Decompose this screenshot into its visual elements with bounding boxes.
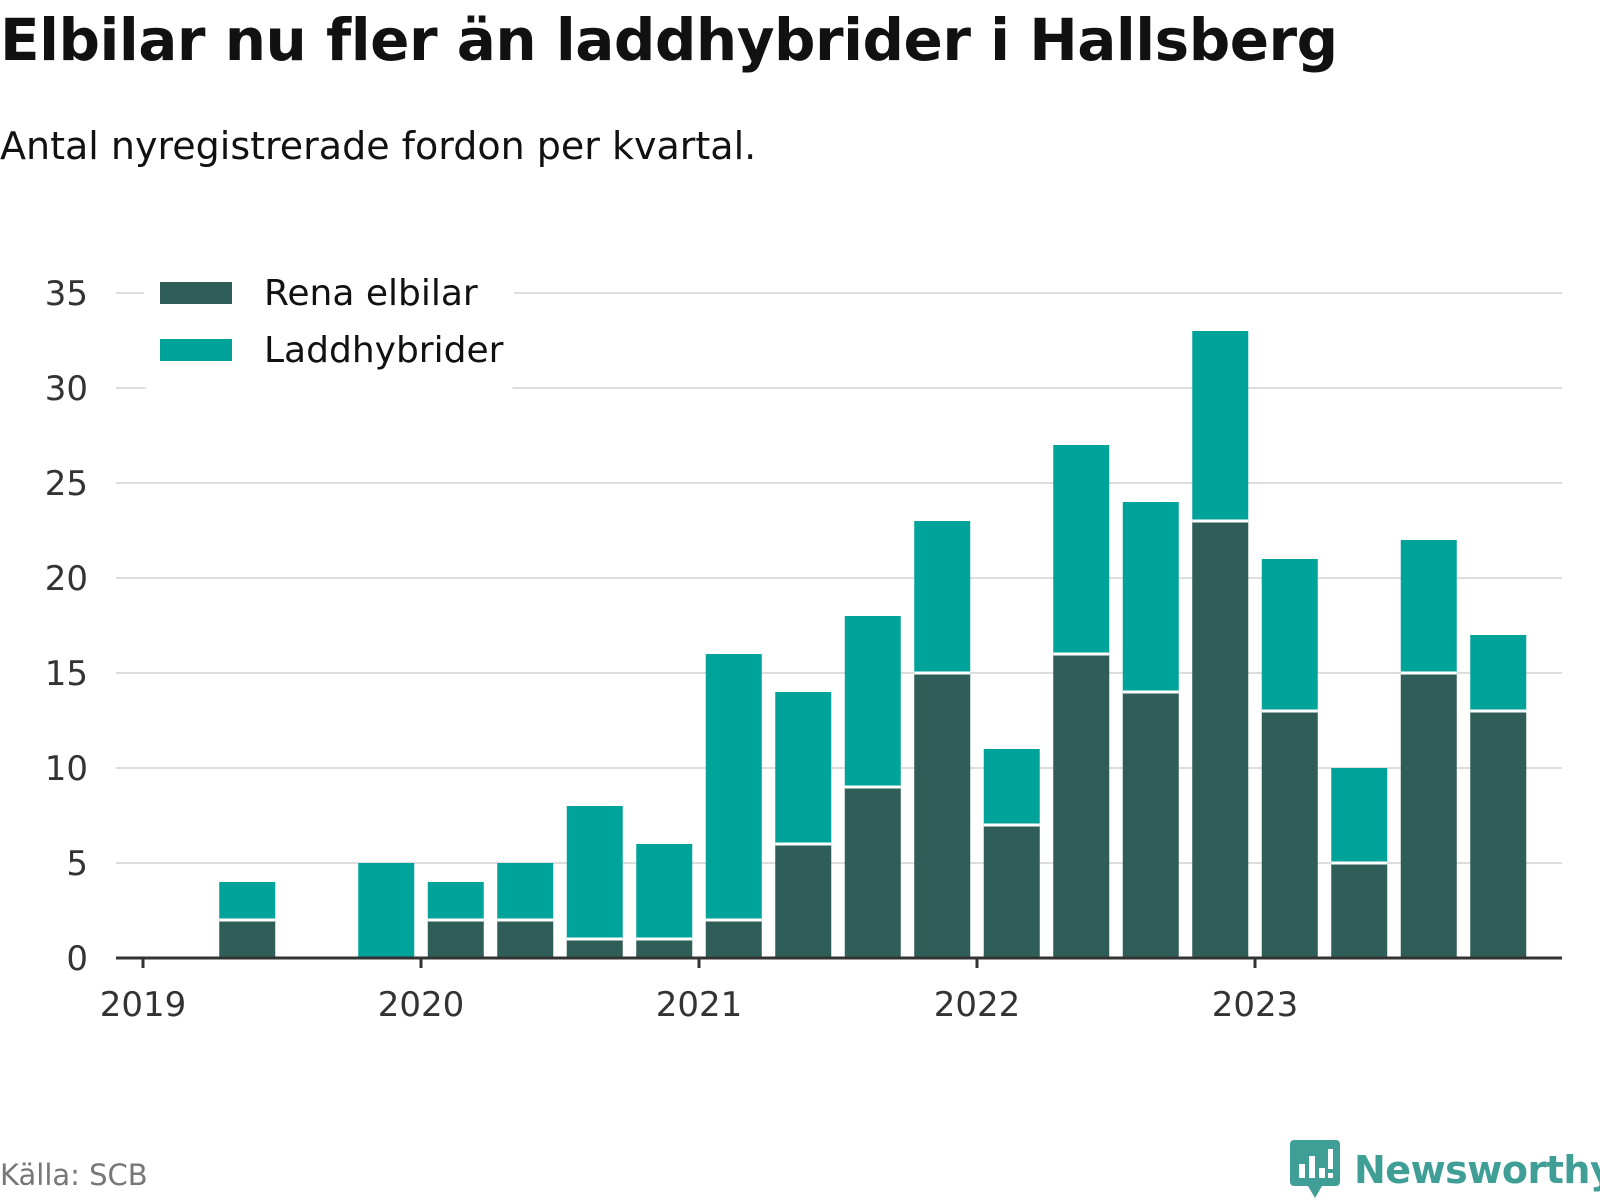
bar-rena-elbilar: [1122, 692, 1179, 958]
chart-subtitle: Antal nyregistrerade fordon per kvartal.: [0, 124, 757, 168]
bar-rena-elbilar: [497, 920, 554, 958]
bar-laddhybrider: [358, 863, 415, 958]
bar-laddhybrider: [1053, 445, 1110, 654]
x-tick-label: 2022: [934, 985, 1021, 1025]
bar-rena-elbilar: [844, 787, 901, 958]
y-tick-label: 5: [66, 844, 88, 884]
bar-rena-elbilar: [1053, 654, 1110, 958]
legend-swatch-laddhybrider: [160, 339, 232, 361]
bar-rena-elbilar: [1331, 863, 1388, 958]
bar-rena-elbilar: [1470, 711, 1527, 958]
x-tick-label: 2021: [656, 985, 743, 1025]
bar-laddhybrider: [1400, 540, 1457, 673]
bar-laddhybrider: [497, 863, 554, 920]
newsworthy-logo: Newsworthy: [1290, 1140, 1600, 1200]
y-tick-label: 0: [66, 939, 88, 979]
bar-rena-elbilar: [636, 939, 693, 958]
chart-title: Elbilar nu fler än laddhybrider i Hallsb…: [0, 6, 1338, 74]
bar-laddhybrider: [636, 844, 693, 939]
bar-rena-elbilar: [566, 939, 623, 958]
bar-rena-elbilar: [219, 920, 276, 958]
y-tick-label: 25: [45, 464, 88, 504]
bar-rena-elbilar: [775, 844, 832, 958]
brand-name: Newsworthy: [1354, 1148, 1600, 1192]
y-tick-label: 15: [45, 654, 88, 694]
newsworthy-logo-icon: [1290, 1140, 1340, 1198]
bar-laddhybrider: [1192, 331, 1249, 521]
bar-rena-elbilar: [1192, 521, 1249, 958]
y-tick-label: 30: [45, 369, 88, 409]
bar-rena-elbilar: [914, 673, 971, 958]
legend-background: [144, 270, 514, 390]
x-tick-label: 2020: [378, 985, 465, 1025]
bar-laddhybrider: [983, 749, 1040, 825]
y-tick-label: 10: [45, 749, 88, 789]
bar-laddhybrider: [775, 692, 832, 844]
bar-laddhybrider: [219, 882, 276, 920]
bar-rena-elbilar: [705, 920, 762, 958]
bar-laddhybrider: [1261, 559, 1318, 711]
source-note: Källa: SCB: [0, 1158, 148, 1192]
bar-laddhybrider: [705, 654, 762, 920]
bar-laddhybrider: [844, 616, 901, 787]
bar-rena-elbilar: [1261, 711, 1318, 958]
y-tick-label: 20: [45, 559, 88, 599]
bar-laddhybrider: [1122, 502, 1179, 692]
x-tick-label: 2023: [1212, 985, 1299, 1025]
bar-laddhybrider: [427, 882, 484, 920]
bar-rena-elbilar: [983, 825, 1040, 958]
bar-laddhybrider: [1331, 768, 1388, 863]
x-tick-label: 2019: [100, 985, 187, 1025]
y-tick-label: 35: [45, 274, 88, 314]
legend-label-rena-elbilar: Rena elbilar: [264, 273, 478, 314]
legend-label-laddhybrider: Laddhybrider: [264, 330, 504, 371]
bar-laddhybrider: [566, 806, 623, 939]
bar-laddhybrider: [1470, 635, 1527, 711]
bar-rena-elbilar: [1400, 673, 1457, 958]
bar-rena-elbilar: [427, 920, 484, 958]
legend-swatch-rena-elbilar: [160, 282, 232, 304]
bar-laddhybrider: [914, 521, 971, 673]
